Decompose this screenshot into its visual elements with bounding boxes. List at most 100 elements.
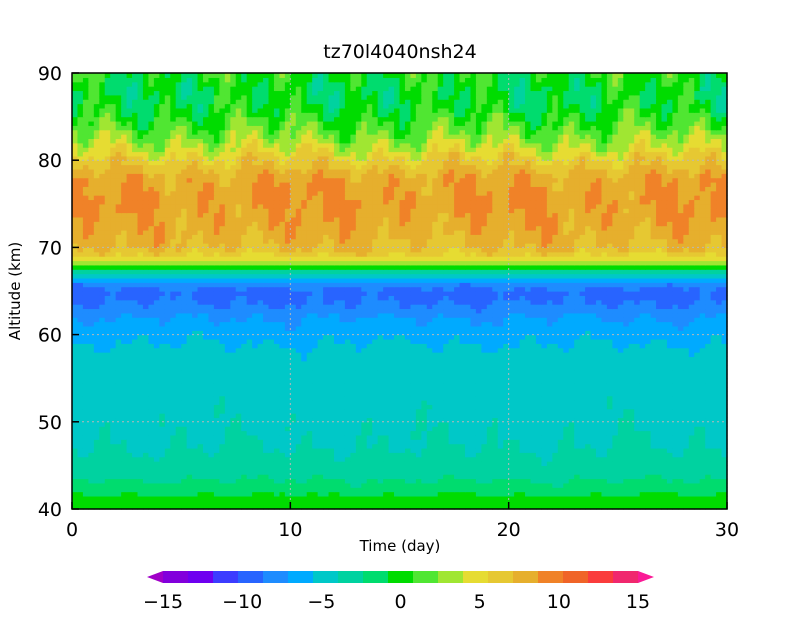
heatmap-cell bbox=[656, 434, 663, 440]
heatmap-cell bbox=[568, 334, 575, 340]
heatmap-cell bbox=[459, 500, 466, 506]
heatmap-cell bbox=[279, 356, 286, 362]
heatmap-cell bbox=[252, 378, 259, 384]
heatmap-cell bbox=[448, 478, 455, 484]
heatmap-cell bbox=[153, 378, 160, 384]
heatmap-cell bbox=[639, 386, 646, 392]
heatmap-cell bbox=[219, 452, 226, 458]
heatmap-cell bbox=[197, 413, 204, 419]
heatmap-cell bbox=[88, 373, 95, 379]
heatmap-cell bbox=[213, 469, 220, 475]
heatmap-cell bbox=[437, 408, 444, 414]
heatmap-cell bbox=[645, 338, 652, 344]
heatmap-cell bbox=[383, 452, 390, 458]
heatmap-cell bbox=[72, 378, 79, 384]
heatmap-cell bbox=[705, 352, 712, 357]
heatmap-cell bbox=[263, 365, 270, 371]
heatmap-cell bbox=[546, 487, 553, 493]
heatmap-cell bbox=[394, 417, 401, 423]
heatmap-cell bbox=[454, 434, 461, 440]
heatmap-cell bbox=[459, 439, 466, 445]
heatmap-cell bbox=[268, 478, 275, 484]
heatmap-cell bbox=[192, 386, 199, 392]
heatmap-cell bbox=[295, 474, 302, 480]
heatmap-cell bbox=[88, 461, 95, 466]
heatmap-cell bbox=[508, 447, 515, 453]
heatmap-cell bbox=[126, 369, 133, 375]
heatmap-cell bbox=[192, 382, 199, 388]
heatmap-cell bbox=[301, 469, 308, 475]
heatmap-cell bbox=[666, 421, 674, 427]
heatmap-cell bbox=[72, 434, 79, 440]
heatmap-cell bbox=[645, 447, 652, 453]
heatmap-cell bbox=[323, 439, 330, 445]
heatmap-cell bbox=[661, 338, 668, 344]
heatmap-cell bbox=[486, 330, 493, 336]
heatmap-cell bbox=[612, 461, 619, 466]
heatmap-cell bbox=[628, 369, 635, 375]
heatmap-cell bbox=[645, 474, 652, 480]
heatmap-cell bbox=[672, 386, 679, 392]
heatmap-cell bbox=[694, 491, 701, 497]
heatmap-cell bbox=[252, 426, 259, 432]
heatmap-cell bbox=[585, 369, 592, 375]
heatmap-cell bbox=[99, 434, 106, 440]
heatmap-cell bbox=[699, 447, 706, 453]
heatmap-cell bbox=[153, 465, 160, 471]
heatmap-cell bbox=[404, 482, 412, 488]
heatmap-cell bbox=[404, 404, 412, 410]
heatmap-cell bbox=[142, 474, 150, 480]
heatmap-cell bbox=[677, 360, 684, 366]
heatmap-cell bbox=[175, 369, 182, 375]
heatmap-cell bbox=[672, 365, 679, 371]
heatmap-cell bbox=[137, 360, 144, 366]
heatmap-cell bbox=[388, 404, 395, 410]
heatmap-cell bbox=[263, 386, 270, 392]
heatmap-cell bbox=[421, 369, 428, 375]
heatmap-cell bbox=[612, 426, 619, 432]
heatmap-cell bbox=[334, 452, 341, 458]
heatmap-cell bbox=[432, 426, 439, 432]
heatmap-cell bbox=[235, 430, 242, 436]
heatmap-cell bbox=[295, 334, 302, 340]
heatmap-cell bbox=[426, 360, 433, 366]
heatmap-cell bbox=[465, 430, 472, 436]
heatmap-cell bbox=[585, 434, 592, 440]
heatmap-cell bbox=[574, 369, 581, 375]
heatmap-cell bbox=[497, 373, 504, 379]
heatmap-cell bbox=[132, 382, 139, 388]
heatmap-cell bbox=[148, 495, 155, 501]
heatmap-cell bbox=[666, 426, 674, 432]
heatmap-cell bbox=[568, 391, 575, 397]
heatmap-cell bbox=[142, 500, 150, 506]
heatmap-cell bbox=[508, 461, 515, 466]
heatmap-cell bbox=[219, 482, 226, 488]
heatmap-cell bbox=[541, 360, 548, 366]
heatmap-cell bbox=[142, 443, 150, 449]
heatmap-cell bbox=[404, 417, 412, 423]
heatmap-cell bbox=[181, 495, 188, 501]
heatmap-cell bbox=[224, 447, 231, 453]
heatmap-cell bbox=[661, 404, 668, 410]
heatmap-cell bbox=[486, 404, 493, 410]
heatmap-cell bbox=[355, 465, 362, 471]
heatmap-cell bbox=[164, 456, 171, 462]
heatmap-cell bbox=[421, 495, 428, 501]
heatmap-cell bbox=[159, 373, 166, 379]
heatmap-cell bbox=[88, 334, 95, 340]
heatmap-cell bbox=[295, 382, 302, 388]
heatmap-cell bbox=[181, 469, 188, 475]
heatmap-cell bbox=[481, 456, 488, 462]
heatmap-cell bbox=[448, 413, 455, 419]
heatmap-cell bbox=[93, 417, 100, 423]
heatmap-cell bbox=[443, 504, 450, 510]
heatmap-cell bbox=[404, 447, 412, 453]
heatmap-cell bbox=[186, 360, 193, 366]
heatmap-cell bbox=[213, 413, 220, 419]
heatmap-cell bbox=[492, 434, 499, 440]
heatmap-cell bbox=[563, 400, 570, 405]
heatmap-cell bbox=[317, 413, 324, 419]
heatmap-cell bbox=[546, 400, 553, 405]
heatmap-cell bbox=[535, 417, 543, 423]
heatmap-cell bbox=[666, 439, 674, 445]
